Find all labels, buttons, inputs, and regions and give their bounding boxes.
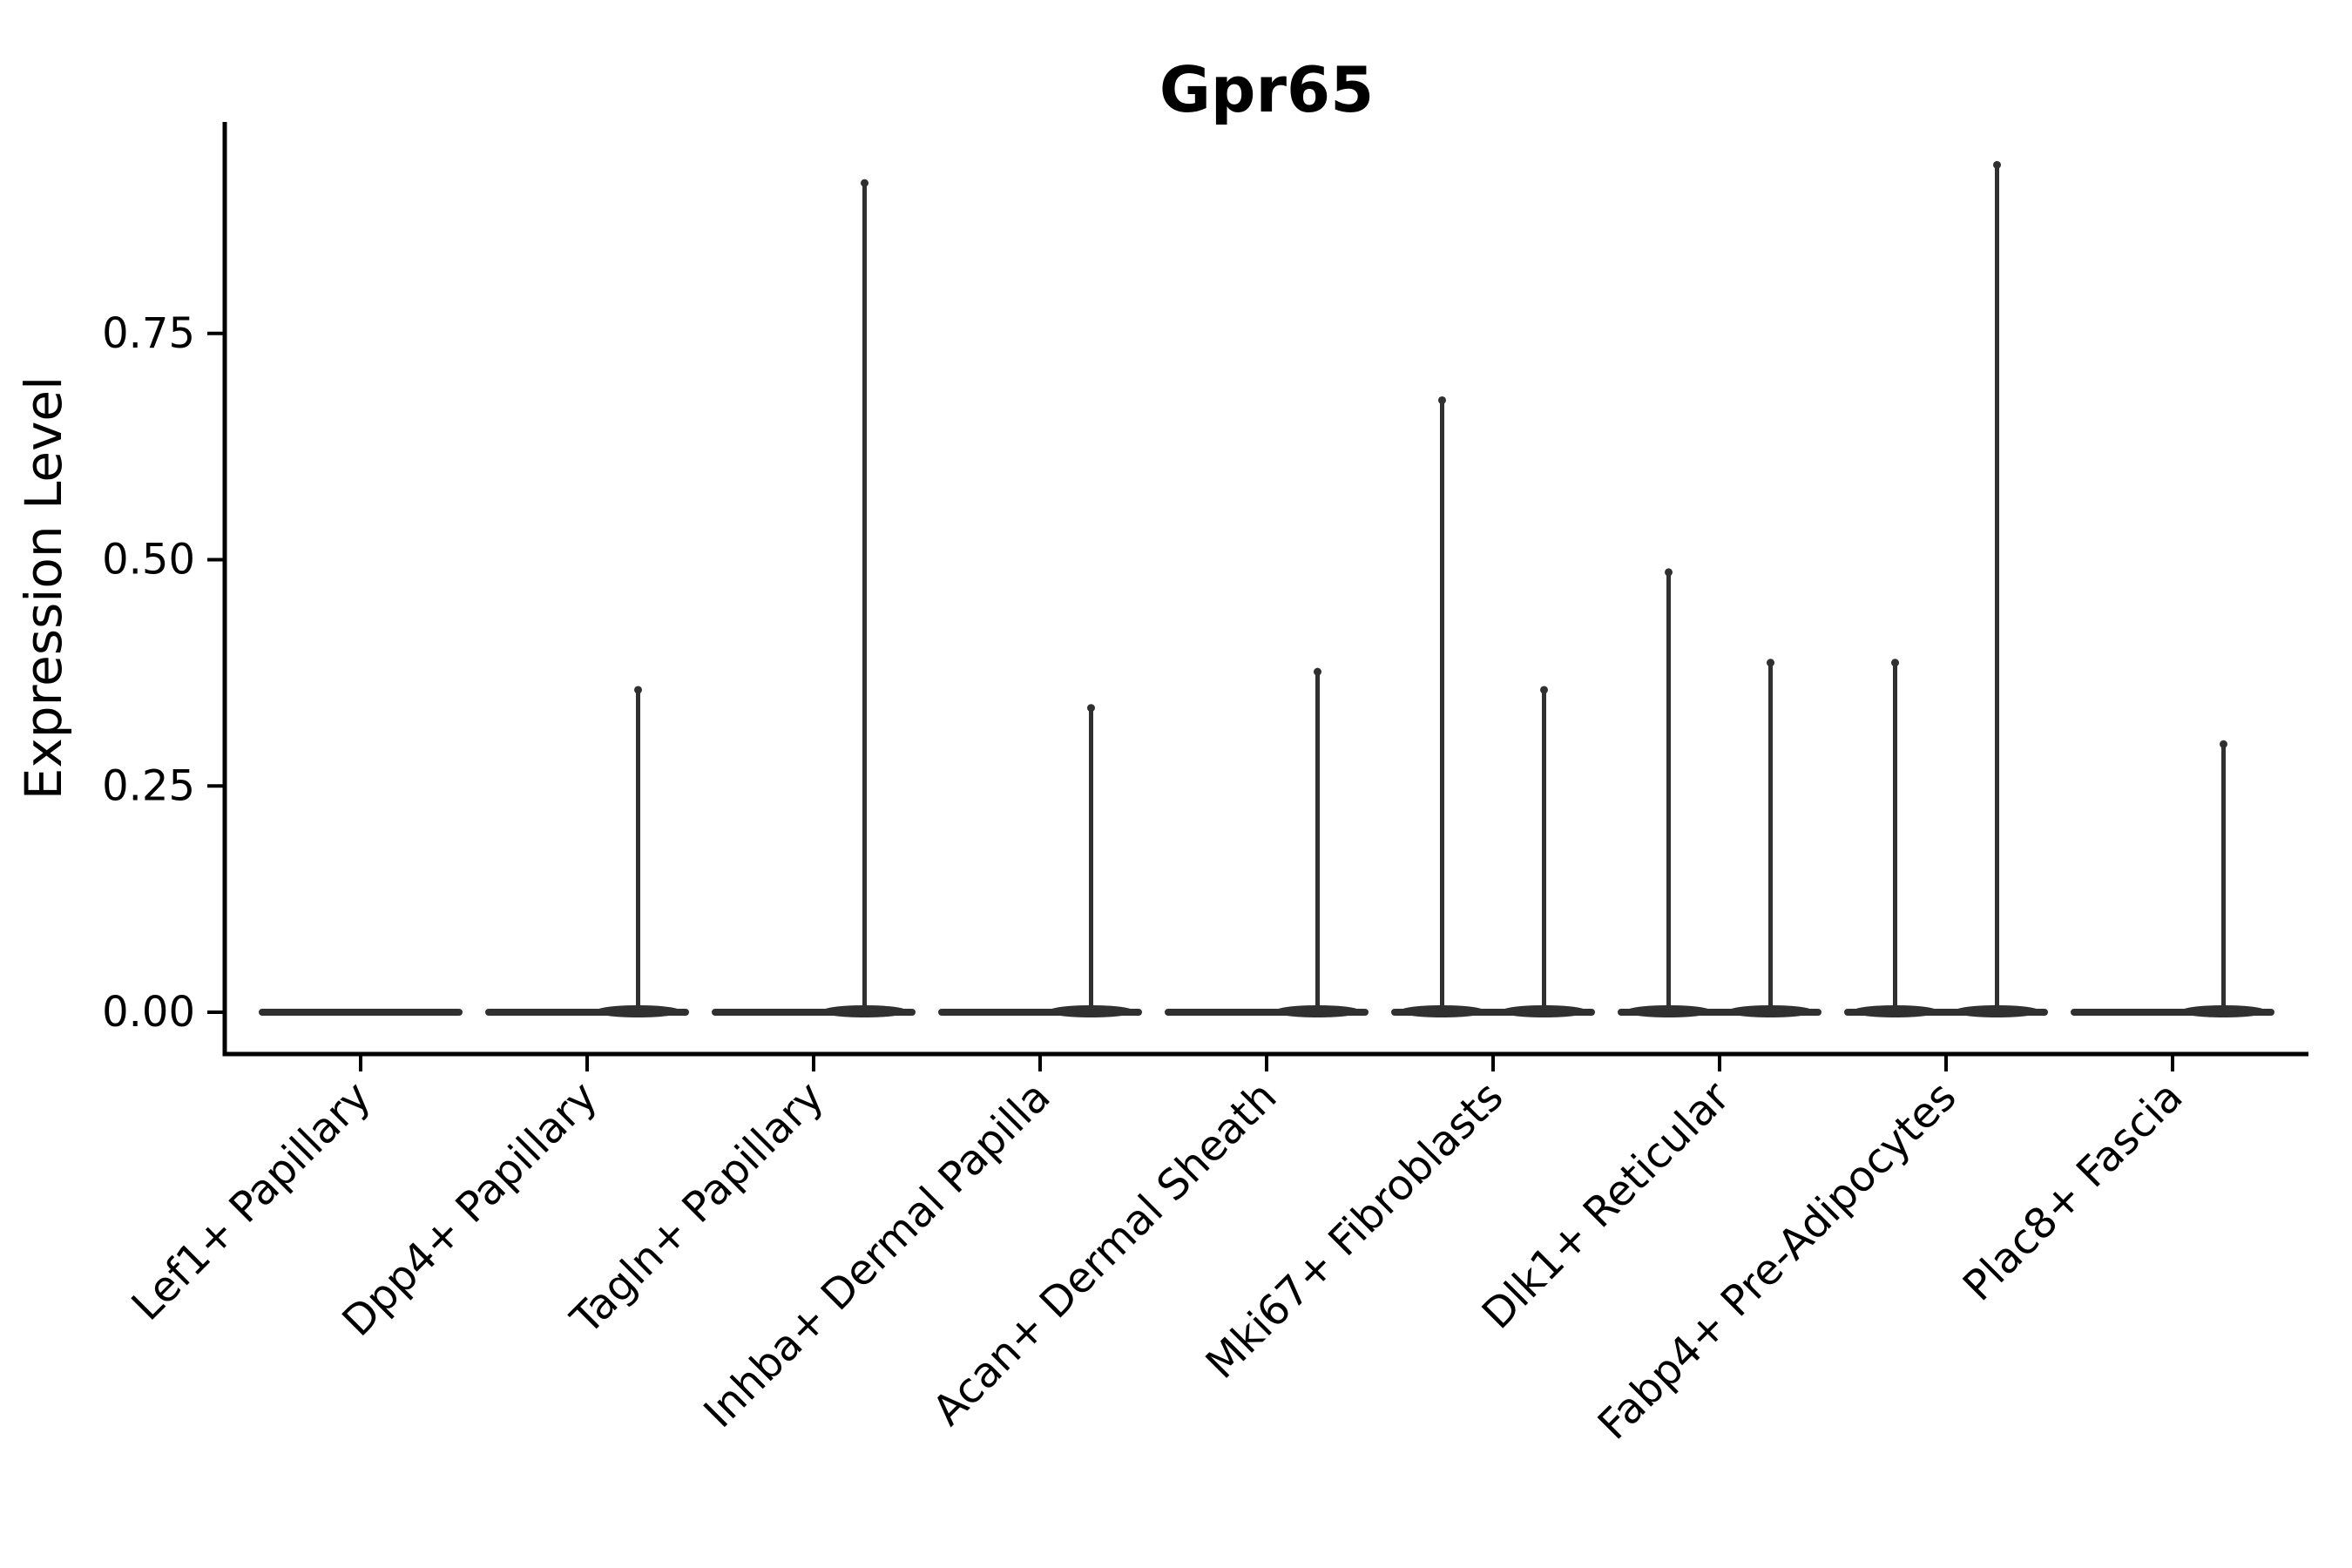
violin [485,686,689,1017]
violin-spike-tip [1665,568,1673,577]
violin-spike-tip [1087,704,1095,713]
y-tick-label: 0.00 [102,988,195,1037]
x-tick-label: Fabp4+ Pre-Adipocytes [1589,1072,1966,1450]
x-tick-label: Plac8+ Fascia [1954,1072,2193,1311]
violin-spike-tip [861,179,868,187]
x-tick-label: Tagln+ Papillary [561,1072,833,1344]
x-tick-label: Lef1+ Papillary [123,1072,381,1330]
y-axis-title: Expression Level [14,376,73,800]
violin [1165,667,1369,1017]
violins-layer [259,160,2274,1017]
violin [938,704,1142,1017]
y-tick-label: 0.25 [102,761,195,810]
violin [1618,568,1821,1017]
violin-body [259,1009,463,1016]
y-tick-label: 0.50 [102,536,195,585]
violin [259,1009,463,1016]
violin-spike-tip [1891,659,1899,667]
x-tick-label: Dlk1+ Reticular [1473,1072,1740,1339]
violin [1391,395,1595,1017]
violin [712,179,916,1017]
violin-spike-tip [2220,740,2227,748]
violin-spike-tip [1540,686,1548,694]
violin-spike-tip [1314,667,1321,676]
violin [1844,160,2048,1017]
y-tick-label: 0.75 [102,309,195,358]
violin-spike-tip [1767,659,1774,667]
chart-title: Gpr65 [1159,53,1374,126]
violin-spike-tip [634,686,642,694]
axes-layer [207,122,2308,1071]
violin [2071,740,2274,1017]
violin-spike-tip [1993,160,2001,169]
violin-spike-tip [1438,395,1446,404]
